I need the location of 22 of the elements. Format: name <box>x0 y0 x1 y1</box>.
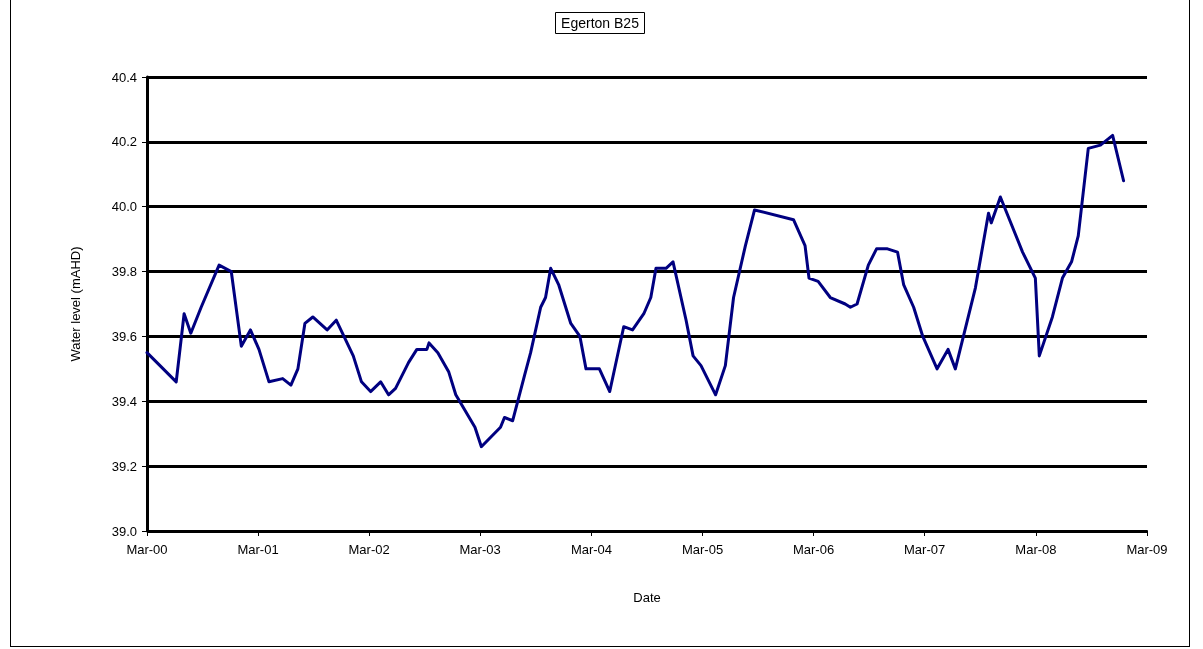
x-tick-label: Mar-01 <box>237 542 279 557</box>
y-tick-label: 39.0 <box>111 523 137 539</box>
x-axis-title: Date <box>633 590 661 605</box>
x-tick-label: Mar-09 <box>1126 542 1168 557</box>
x-tick-label: Mar-04 <box>570 542 613 557</box>
x-tick-label: Mar-03 <box>459 542 501 557</box>
y-tick-label: 39.2 <box>111 458 137 474</box>
line-series <box>145 133 1126 449</box>
x-tick-label: Mar-02 <box>348 542 390 557</box>
x-tick-label: Mar-07 <box>904 542 946 557</box>
x-tick-label: Mar-05 <box>681 542 724 557</box>
x-tick-label: Mar-06 <box>792 542 835 557</box>
x-tick-label: Mar-00 <box>126 542 168 557</box>
y-axis-title: Water level (mAHD) <box>68 246 83 362</box>
y-tick-label: 40.4 <box>111 69 137 85</box>
y-tick-label: 39.4 <box>111 393 137 409</box>
y-tick-label: 39.6 <box>111 328 137 344</box>
y-tick-label: 39.8 <box>111 264 137 280</box>
y-tick-label: 40.2 <box>111 134 137 150</box>
chart-title: Egerton B25 <box>561 15 640 31</box>
x-tick-label: Mar-08 <box>1015 542 1057 557</box>
y-tick-label: 40.0 <box>111 199 137 215</box>
